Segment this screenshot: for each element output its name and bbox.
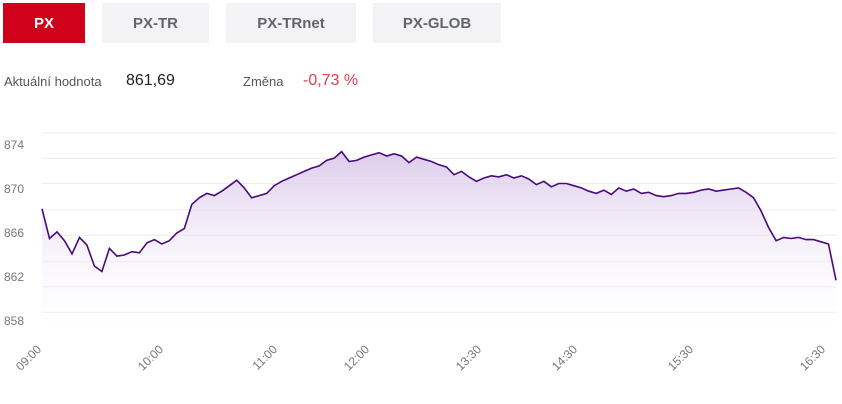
current-value: 861,69 bbox=[126, 72, 175, 89]
x-tick-label: 15:30 bbox=[665, 342, 696, 373]
x-tick-label: 11:00 bbox=[250, 342, 281, 373]
x-tick-label: 16:30 bbox=[797, 342, 828, 373]
y-tick-label: 870 bbox=[4, 182, 24, 196]
price-chart: 874 870 866 862 858 09:00 10:00 11:00 12:00 13:3… bbox=[4, 132, 837, 373]
x-tick-label: 09:00 bbox=[13, 342, 44, 373]
x-tick-label: 13:30 bbox=[453, 342, 484, 373]
x-tick-label: 12:00 bbox=[341, 342, 372, 373]
index-tabs: PX PX-TR PX-TRnet PX-GLOB bbox=[3, 3, 501, 43]
y-tick-label: 874 bbox=[4, 138, 24, 152]
y-axis-labels: 874 870 866 862 858 bbox=[4, 138, 24, 328]
change-label: Změna bbox=[243, 74, 284, 89]
x-axis-labels: 09:00 10:00 11:00 12:00 13:30 14:30 15:30 16:30 bbox=[13, 342, 828, 373]
tab-px-tr[interactable]: PX-TR bbox=[102, 3, 209, 43]
tab-px-glob[interactable]: PX-GLOB bbox=[373, 3, 501, 43]
x-tick-label: 14:30 bbox=[549, 342, 580, 373]
y-tick-label: 862 bbox=[4, 270, 24, 284]
y-tick-label: 858 bbox=[4, 314, 24, 328]
tab-px[interactable]: PX bbox=[3, 3, 85, 43]
x-tick-label: 10:00 bbox=[135, 342, 166, 373]
y-tick-label: 866 bbox=[4, 226, 24, 240]
change-value: -0,73 % bbox=[303, 72, 359, 89]
tab-px-trnet[interactable]: PX-TRnet bbox=[226, 3, 356, 43]
index-stats: Aktuální hodnota 861,69 Změna -0,73 % bbox=[4, 70, 604, 94]
current-value-label: Aktuální hodnota bbox=[4, 74, 102, 89]
price-line bbox=[41, 150, 837, 281]
price-area bbox=[42, 151, 836, 332]
